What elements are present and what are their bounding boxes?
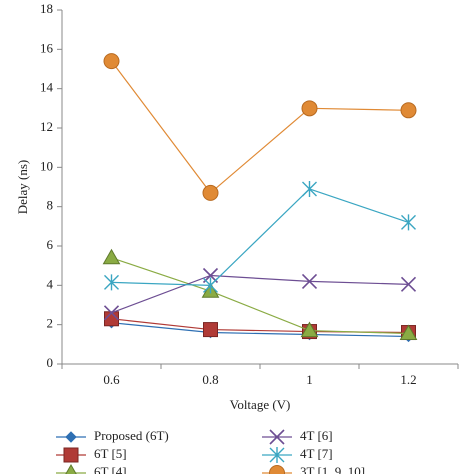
y-tick-label: 2 <box>47 316 54 331</box>
marker <box>269 447 285 463</box>
circle <box>103 53 120 70</box>
marker <box>400 276 417 292</box>
circle <box>301 100 318 117</box>
x <box>269 429 285 445</box>
star <box>203 277 218 294</box>
marker <box>203 322 218 338</box>
marker <box>269 465 285 474</box>
y-tick-label: 16 <box>40 40 54 55</box>
marker <box>104 274 119 291</box>
y-tick-label: 12 <box>40 119 53 134</box>
marker <box>202 184 219 201</box>
star <box>269 447 285 463</box>
marker <box>269 429 285 445</box>
marker <box>63 447 79 463</box>
marker <box>301 100 318 117</box>
x <box>400 276 417 292</box>
circle <box>269 465 285 474</box>
circle <box>400 102 417 119</box>
marker <box>301 273 318 289</box>
legend-label: Proposed (6T) <box>94 428 169 443</box>
x-tick-label: 0.8 <box>202 372 218 387</box>
legend-label: 4T [6] <box>300 428 333 443</box>
x-tick-label: 1 <box>306 372 313 387</box>
marker <box>399 324 418 341</box>
triangle <box>399 324 418 341</box>
series-line <box>111 274 409 314</box>
triangle <box>102 248 121 265</box>
circle <box>202 184 219 201</box>
y-tick-label: 0 <box>47 355 54 370</box>
legend-label: 6T [4] <box>94 464 127 474</box>
square <box>203 322 218 338</box>
triangle <box>300 321 319 338</box>
x-tick-label: 1.2 <box>400 372 416 387</box>
x <box>103 305 120 321</box>
diamond <box>65 431 77 443</box>
marker <box>65 431 77 443</box>
y-tick-label: 8 <box>47 198 54 213</box>
series-line <box>111 322 409 338</box>
marker <box>102 248 121 265</box>
marker <box>300 321 319 338</box>
star <box>104 274 119 291</box>
legend-label: 6T [5] <box>94 446 127 461</box>
marker <box>103 53 120 70</box>
x-tick-label: 0.6 <box>103 372 120 387</box>
triangle <box>65 463 77 474</box>
marker <box>302 180 317 197</box>
marker <box>203 277 218 294</box>
legend-label: 4T [7] <box>300 446 333 461</box>
y-tick-label: 14 <box>40 80 54 95</box>
y-tick-label: 6 <box>47 237 54 252</box>
y-tick-label: 10 <box>40 158 53 173</box>
marker <box>65 463 77 474</box>
y-tick-label: 4 <box>47 276 54 291</box>
x-axis-label: Voltage (V) <box>230 397 291 412</box>
marker <box>400 102 417 119</box>
series-line <box>111 188 409 286</box>
series-line <box>111 318 409 334</box>
star <box>401 214 416 231</box>
y-axis-label: Delay (ns) <box>15 160 30 215</box>
series-line <box>111 60 409 194</box>
marker <box>103 305 120 321</box>
square <box>63 447 79 463</box>
y-tick-label: 18 <box>40 1 53 16</box>
x <box>301 273 318 289</box>
series-line <box>111 257 409 335</box>
marker <box>401 214 416 231</box>
star <box>302 180 317 197</box>
legend-label: 3T [1, 9, 10] <box>300 464 365 474</box>
